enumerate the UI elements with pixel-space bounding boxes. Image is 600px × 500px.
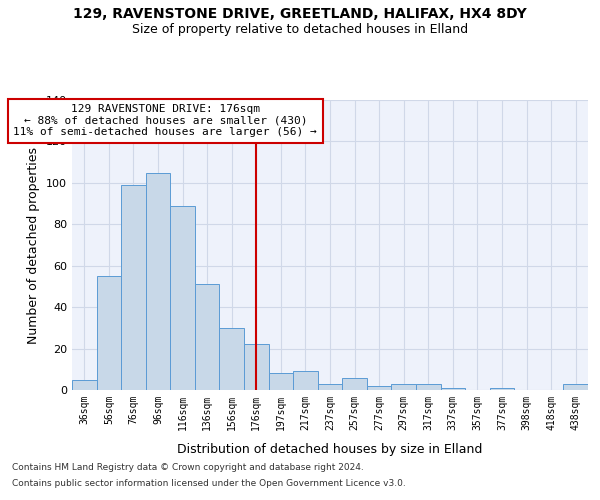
Y-axis label: Number of detached properties: Number of detached properties (28, 146, 40, 344)
Text: Distribution of detached houses by size in Elland: Distribution of detached houses by size … (178, 442, 482, 456)
Bar (342, 378, 367, 390)
Text: 129, RAVENSTONE DRIVE, GREETLAND, HALIFAX, HX4 8DY: 129, RAVENSTONE DRIVE, GREETLAND, HALIFA… (73, 8, 527, 22)
Text: Contains public sector information licensed under the Open Government Licence v3: Contains public sector information licen… (12, 478, 406, 488)
Bar (563, 384, 588, 390)
Bar (269, 374, 293, 390)
Text: Size of property relative to detached houses in Elland: Size of property relative to detached ho… (132, 22, 468, 36)
Bar (146, 172, 170, 390)
Bar (72, 380, 97, 390)
Bar (195, 284, 220, 390)
Bar (318, 384, 342, 390)
Bar (220, 328, 244, 390)
Bar (244, 344, 269, 390)
Bar (97, 276, 121, 390)
Bar (490, 388, 514, 390)
Bar (367, 386, 391, 390)
Bar (293, 372, 318, 390)
Bar (170, 206, 195, 390)
Bar (391, 384, 416, 390)
Bar (121, 185, 146, 390)
Text: Contains HM Land Registry data © Crown copyright and database right 2024.: Contains HM Land Registry data © Crown c… (12, 464, 364, 472)
Bar (416, 384, 440, 390)
Text: 129 RAVENSTONE DRIVE: 176sqm
← 88% of detached houses are smaller (430)
11% of s: 129 RAVENSTONE DRIVE: 176sqm ← 88% of de… (13, 104, 317, 138)
Bar (440, 388, 465, 390)
